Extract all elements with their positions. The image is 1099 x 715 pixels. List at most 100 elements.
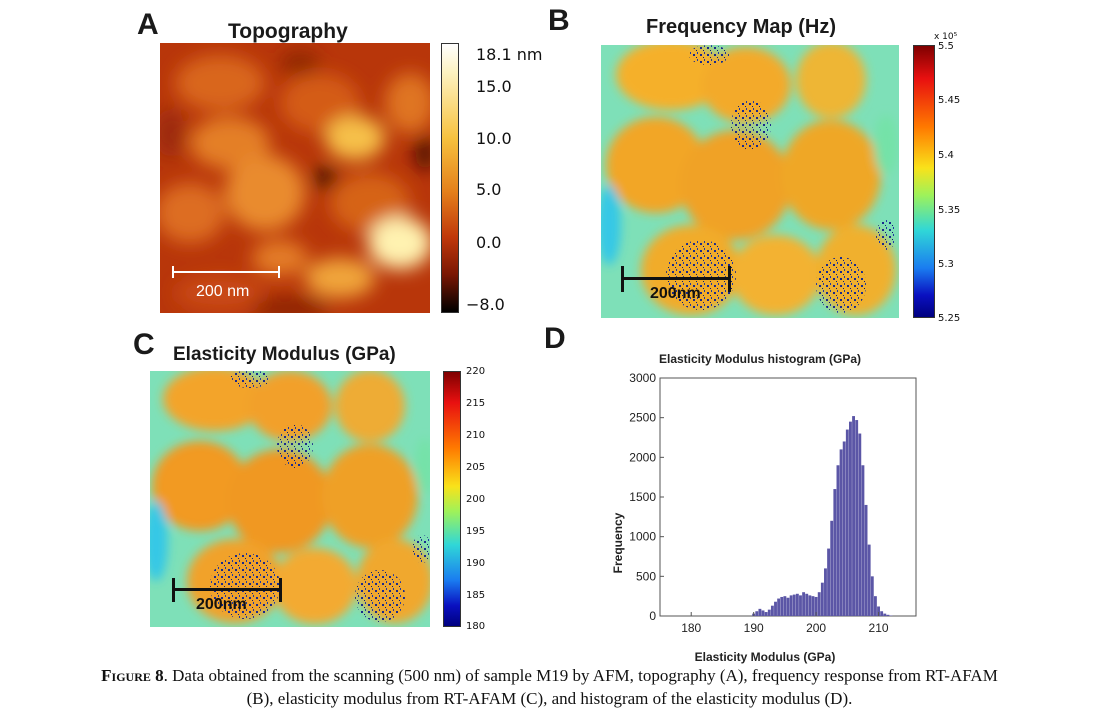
scale-bar-a (172, 266, 280, 278)
colorbar-b-tick: 5.25 (938, 313, 961, 324)
histogram-xlabel: Elasticity Modulus (GPa) (695, 650, 836, 664)
histogram-bar (764, 612, 768, 616)
histogram-bar (783, 596, 787, 616)
colorbar-b-exponent: x 10⁵ (934, 32, 958, 42)
histogram-bar (864, 504, 868, 616)
histogram-chart: Elasticity Modulus histogram (GPa) Frequ… (611, 352, 917, 664)
colorbar-c-tick: 180 (466, 621, 486, 632)
histogram-bar (780, 596, 784, 616)
panel-title-c: Elasticity Modulus (GPa) (173, 344, 396, 365)
histogram-bar (824, 568, 827, 616)
colorbar-a-tick: 0.0 (476, 233, 502, 252)
histogram-bar (755, 611, 759, 616)
colorbar-a-tick: 10.0 (476, 129, 512, 148)
histogram-bar (795, 593, 799, 616)
histogram-bar (858, 433, 862, 616)
colorbar-c-tick: 215 (466, 398, 486, 409)
colorbar-c-tick: 195 (466, 526, 486, 537)
colorbar-b-tick: 5.3 (938, 259, 954, 270)
y-tick-label: 2000 (629, 450, 656, 464)
figure-caption: Figure 8. Data obtained from the scannin… (0, 664, 1099, 710)
scale-bar-label-c: 200nm (196, 596, 247, 613)
y-tick-label: 3000 (629, 371, 656, 385)
histogram-bar (774, 601, 777, 616)
figure-number: Figure 8 (101, 666, 164, 685)
x-tick-label: 210 (869, 621, 889, 635)
colorbar-a-tick: −8.0 (466, 295, 505, 314)
histogram-bar (852, 416, 855, 616)
histogram-bar (833, 489, 837, 616)
histogram-bar (830, 520, 834, 616)
histogram-bar (873, 596, 877, 616)
histogram-bar (839, 449, 843, 616)
histogram-bar (770, 605, 774, 616)
y-tick-label: 500 (636, 569, 656, 583)
histogram-bar (814, 596, 818, 616)
histogram-bar (870, 576, 874, 616)
colorbar-c-tick: 210 (466, 430, 486, 441)
colorbar-b-tick: 5.45 (938, 95, 961, 106)
colorbar-c-tick: 185 (466, 590, 486, 601)
panel-title-a: Topography (228, 20, 348, 43)
histogram-bar (817, 592, 821, 616)
histogram-bar (849, 421, 852, 616)
scale-bar-b (621, 266, 731, 292)
colorbar-c-tick: 190 (466, 558, 486, 569)
histogram-ylabel: Frequency (611, 512, 625, 573)
histogram-bar (820, 582, 824, 616)
colorbar-b (913, 45, 935, 318)
histogram-bar (777, 598, 781, 616)
colorbar-c-tick: 200 (466, 494, 486, 505)
histogram-bar (827, 548, 831, 616)
histogram-bar (811, 596, 815, 616)
histogram-bar (792, 594, 796, 616)
histogram-bar (786, 597, 790, 616)
histogram-bar (789, 595, 793, 616)
histogram-bar (855, 420, 859, 616)
histogram-bar (758, 608, 762, 616)
histogram-bar (761, 610, 765, 616)
y-tick-label: 1500 (629, 490, 656, 504)
colorbar-a-tick: 5.0 (476, 180, 502, 199)
panel-letter-d: D (544, 322, 566, 355)
colorbar-b-tick: 5.4 (938, 150, 954, 161)
scale-bar-label-b: 200nm (650, 285, 701, 302)
colorbar-a (441, 43, 459, 313)
colorbar-a-tick: 18.1 nm (476, 45, 543, 64)
y-tick-label: 1000 (629, 530, 656, 544)
caption-text-1: . Data obtained from the scanning (500 n… (163, 666, 998, 685)
caption-line-1: Figure 8. Data obtained from the scannin… (0, 664, 1099, 687)
histogram-bar (867, 544, 871, 616)
y-tick-label: 2500 (629, 411, 656, 425)
histogram-bar (799, 595, 802, 616)
histogram-bar (886, 614, 890, 616)
colorbar-a-tick: 15.0 (476, 77, 512, 96)
histogram-bar (877, 606, 880, 616)
elasticity-map (150, 371, 430, 627)
histogram-bar (845, 429, 849, 616)
panel-letter-b: B (548, 4, 570, 37)
x-tick-label: 190 (744, 621, 764, 635)
panel-letter-a: A (137, 8, 159, 41)
histogram-bar (842, 441, 846, 616)
panel-letter-c: C (133, 328, 155, 361)
colorbar-b-tick: 5.35 (938, 205, 961, 216)
histogram-bar (767, 609, 771, 616)
colorbar-b-tick: 5.5 (938, 41, 954, 52)
frequency-map (601, 45, 899, 318)
histogram-plot-area (659, 377, 917, 617)
y-tick-label: 0 (649, 609, 656, 623)
histogram-bar (836, 465, 840, 616)
scale-bar-label-a: 200 nm (196, 283, 250, 300)
topography-map (160, 43, 430, 313)
caption-line-2: (B), elasticity modulus from RT-AFAM (C)… (246, 689, 853, 708)
colorbar-c (443, 371, 461, 627)
histogram-bar (805, 593, 809, 616)
histogram-bar (880, 611, 884, 616)
x-tick-label: 200 (806, 621, 826, 635)
histogram-bar (802, 592, 806, 616)
colorbar-c-tick: 220 (466, 366, 486, 377)
histogram-bar (883, 613, 887, 616)
histogram-title: Elasticity Modulus histogram (GPa) (659, 352, 861, 366)
panel-title-b: Frequency Map (Hz) (646, 16, 837, 38)
